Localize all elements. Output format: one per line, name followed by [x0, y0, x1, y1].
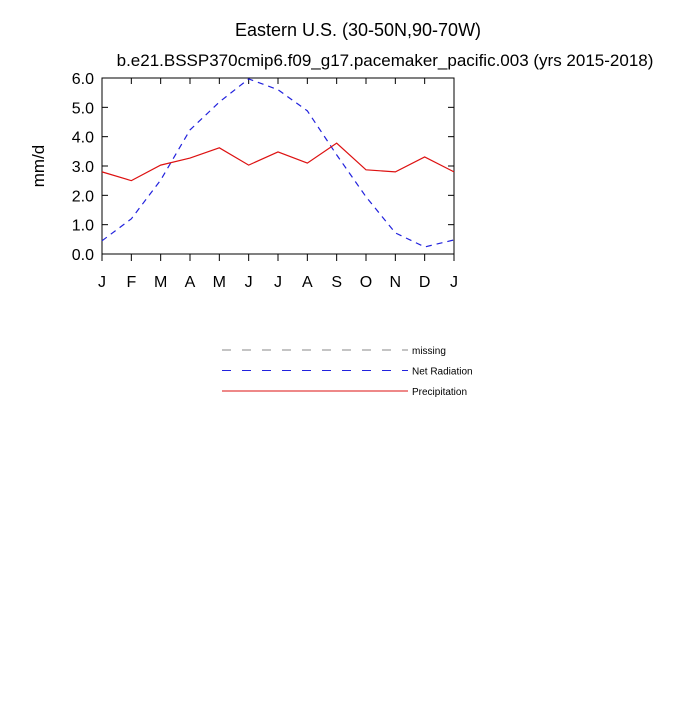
legend-label: Net Radiation — [412, 367, 473, 378]
x-tick-label: O — [360, 274, 372, 291]
x-tick-label: A — [302, 274, 313, 291]
x-tick-label: J — [274, 274, 282, 291]
y-tick-label: 1.0 — [72, 218, 94, 235]
legend-label: missing — [412, 346, 446, 357]
series-line — [101, 142, 455, 182]
x-tick-label: J — [98, 274, 106, 291]
plot-frame — [101, 77, 455, 255]
chart-subtitle: b.e21.BSSP370cmip6.f09_g17.pacemaker_pac… — [117, 51, 654, 70]
x-tick-label: D — [419, 274, 431, 291]
y-tick-label: 2.0 — [72, 188, 94, 205]
y-tick-label: 4.0 — [72, 130, 94, 147]
x-tick-label: N — [390, 274, 402, 291]
chart-title: Eastern U.S. (30-50N,90-70W) — [235, 20, 481, 40]
x-tick-label: J — [450, 274, 458, 291]
x-tick-label: M — [213, 274, 226, 291]
y-axis-label: mm/d — [29, 145, 48, 188]
x-tick-label: M — [154, 274, 167, 291]
legend-label: Precipitation — [412, 387, 467, 398]
y-tick-label: 3.0 — [72, 159, 94, 176]
x-tick-label: S — [331, 274, 342, 291]
x-tick-label: J — [245, 274, 253, 291]
y-tick-label: 0.0 — [72, 247, 94, 264]
x-tick-label: F — [126, 274, 136, 291]
y-tick-label: 5.0 — [72, 100, 94, 117]
x-tick-label: A — [185, 274, 196, 291]
y-tick-label: 6.0 — [72, 71, 94, 88]
series-line — [101, 78, 455, 248]
